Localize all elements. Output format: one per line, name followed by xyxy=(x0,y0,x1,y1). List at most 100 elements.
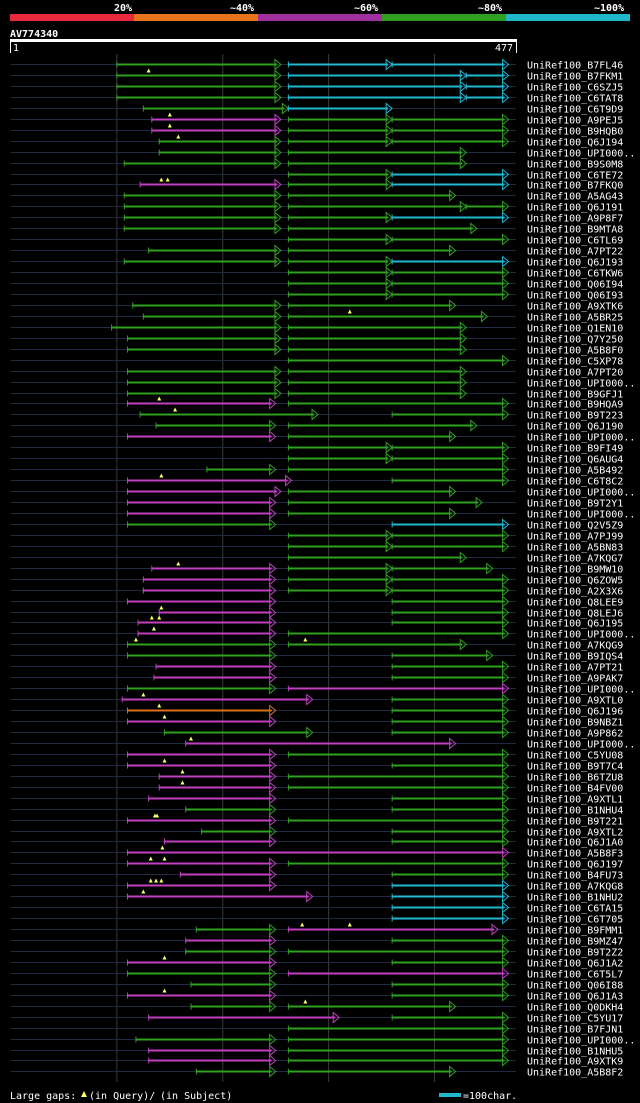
hit-label[interactable]: UniRef100_Q8LEE9 xyxy=(527,598,623,609)
hit-row[interactable]: UniRef100_A7KQG9 xyxy=(11,637,623,652)
alignment-segment[interactable] xyxy=(148,1059,272,1062)
hit-label[interactable]: UniRef100_Q8LEJ6 xyxy=(527,609,623,620)
alignment-segment[interactable] xyxy=(288,1038,505,1041)
hit-label[interactable]: UniRef100_B1NHU5 xyxy=(527,1047,623,1058)
alignment-segment[interactable] xyxy=(392,238,505,241)
alignment-segment[interactable] xyxy=(148,249,277,252)
alignment-segment[interactable] xyxy=(288,1027,505,1030)
hit-row[interactable]: UniRef100_B1NHU5 xyxy=(11,1044,623,1058)
hit-row[interactable]: UniRef100_Q6J196 xyxy=(11,703,623,718)
alignment-segment[interactable] xyxy=(127,895,309,898)
alignment-segment[interactable] xyxy=(288,337,463,340)
alignment-segment[interactable] xyxy=(392,63,505,66)
alignment-segment[interactable] xyxy=(127,370,277,373)
hit-row[interactable]: UniRef100_A5B8F2 xyxy=(11,1065,623,1079)
alignment-segment[interactable] xyxy=(140,413,315,416)
alignment-segment[interactable] xyxy=(392,840,505,843)
alignment-segment[interactable] xyxy=(185,808,272,811)
alignment-segment[interactable] xyxy=(127,381,277,384)
alignment-segment[interactable] xyxy=(288,457,389,460)
hit-row[interactable]: UniRef100_A7PJ99 xyxy=(11,529,623,543)
alignment-segment[interactable] xyxy=(392,939,505,942)
hit-label[interactable]: UniRef100_A5B492 xyxy=(527,466,623,477)
alignment-segment[interactable] xyxy=(159,786,272,789)
hit-row[interactable]: UniRef100_A5BR25 xyxy=(11,309,623,324)
alignment-segment[interactable] xyxy=(201,830,272,833)
alignment-segment[interactable] xyxy=(392,446,505,449)
hit-row[interactable]: UniRef100_C6T8C2 xyxy=(11,473,623,488)
hit-label[interactable]: UniRef100_C6T9D9 xyxy=(527,105,623,116)
alignment-segment[interactable] xyxy=(288,271,389,274)
alignment-segment[interactable] xyxy=(127,337,277,340)
alignment-segment[interactable] xyxy=(288,402,505,405)
hit-label[interactable]: UniRef100_C6TKW6 xyxy=(527,269,623,280)
hit-row[interactable]: UniRef100_B7FKQ0 xyxy=(11,177,623,192)
hit-label[interactable]: UniRef100_B9T221 xyxy=(527,817,623,828)
hit-row[interactable]: UniRef100_A7PT20 xyxy=(11,365,623,379)
alignment-segment[interactable] xyxy=(127,490,277,493)
hit-row[interactable]: UniRef100_C6TL69 xyxy=(11,233,623,247)
hit-row[interactable]: UniRef100_Q6J190 xyxy=(11,419,623,433)
hit-row[interactable]: UniRef100_B1NHU4 xyxy=(11,803,623,817)
hit-label[interactable]: UniRef100_UPI000.. xyxy=(527,510,635,521)
hit-row[interactable]: UniRef100_UPI000.. xyxy=(11,682,635,696)
alignment-segment[interactable] xyxy=(392,282,505,285)
alignment-segment[interactable] xyxy=(127,884,272,887)
hit-label[interactable]: UniRef100_Q7Y250 xyxy=(527,335,623,346)
hit-label[interactable]: UniRef100_B6TZU8 xyxy=(527,773,623,784)
alignment-segment[interactable] xyxy=(288,1059,505,1062)
alignment-segment[interactable] xyxy=(185,939,272,942)
alignment-segment[interactable] xyxy=(392,457,505,460)
hit-label[interactable]: UniRef100_A9XTL1 xyxy=(527,795,623,806)
hit-row[interactable]: UniRef100_UPI000.. xyxy=(11,507,635,521)
alignment-segment[interactable] xyxy=(288,512,452,515)
alignment-segment[interactable] xyxy=(159,775,272,778)
alignment-segment[interactable] xyxy=(288,1049,505,1052)
alignment-segment[interactable] xyxy=(288,928,495,931)
hit-label[interactable]: UniRef100_UPI000.. xyxy=(527,433,635,444)
hit-row[interactable]: UniRef100_Q6J1A0 xyxy=(11,835,623,849)
alignment-segment[interactable] xyxy=(288,468,505,471)
hit-row[interactable]: UniRef100_C6T9D9 xyxy=(11,102,623,116)
alignment-segment[interactable] xyxy=(185,742,452,745)
alignment-segment[interactable] xyxy=(143,107,285,110)
alignment-segment[interactable] xyxy=(288,238,389,241)
hit-row[interactable]: UniRef100_B9MZ47 xyxy=(11,934,623,948)
alignment-segment[interactable] xyxy=(288,118,389,121)
alignment-segment[interactable] xyxy=(190,983,272,986)
hit-label[interactable]: UniRef100_UPI000.. xyxy=(527,379,635,390)
hit-row[interactable]: UniRef100_B9HQB0 xyxy=(11,123,623,138)
alignment-segment[interactable] xyxy=(124,205,277,208)
hit-row[interactable]: UniRef100_Q8LEE9 xyxy=(11,595,623,609)
hit-label[interactable]: UniRef100_Q6J191 xyxy=(527,203,623,214)
alignment-segment[interactable] xyxy=(392,545,505,548)
alignment-segment[interactable] xyxy=(466,96,505,99)
alignment-segment[interactable] xyxy=(288,775,505,778)
hit-row[interactable]: UniRef100_Q6J194 xyxy=(11,134,623,149)
alignment-segment[interactable] xyxy=(288,304,452,307)
hit-row[interactable]: UniRef100_UPI000.. xyxy=(11,430,635,444)
hit-label[interactable]: UniRef100_UPI000.. xyxy=(527,488,635,499)
alignment-segment[interactable] xyxy=(159,140,277,143)
alignment-segment[interactable] xyxy=(127,654,272,657)
alignment-segment[interactable] xyxy=(140,183,277,186)
hit-row[interactable]: UniRef100_C5XP78 xyxy=(11,354,623,368)
alignment-segment[interactable] xyxy=(288,687,505,690)
alignment-segment[interactable] xyxy=(156,665,272,668)
alignment-segment[interactable] xyxy=(392,808,505,811)
hit-label[interactable]: UniRef100_C6SZJ5 xyxy=(527,83,623,94)
hit-label[interactable]: UniRef100_B9HQB0 xyxy=(527,127,623,138)
alignment-segment[interactable] xyxy=(288,446,389,449)
hit-row[interactable]: UniRef100_B7FL46 xyxy=(11,58,623,72)
hit-label[interactable]: UniRef100_B9IQS4 xyxy=(527,652,623,663)
hit-label[interactable]: UniRef100_B7FJN1 xyxy=(527,1025,623,1036)
alignment-segment[interactable] xyxy=(288,205,463,208)
alignment-segment[interactable] xyxy=(288,162,463,165)
hit-row[interactable]: UniRef100_B4FU73 xyxy=(11,868,623,882)
hit-label[interactable]: UniRef100_B9T7C4 xyxy=(527,762,623,773)
alignment-segment[interactable] xyxy=(392,764,505,767)
hit-label[interactable]: UniRef100_B9T2Z2 xyxy=(527,948,623,959)
hit-label[interactable]: UniRef100_A7KQG8 xyxy=(527,882,623,893)
hit-label[interactable]: UniRef100_A9PEJ5 xyxy=(527,116,623,127)
hit-label[interactable]: UniRef100_B9S0M8 xyxy=(527,160,623,171)
